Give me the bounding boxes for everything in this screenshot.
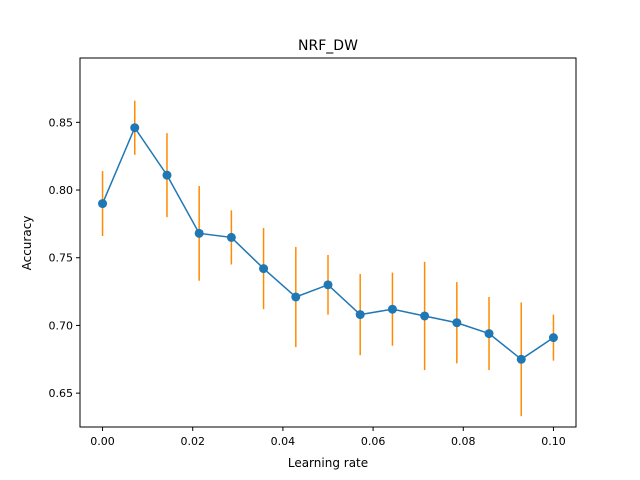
plot-layer [98,100,558,417]
data-point [484,329,494,339]
data-point [548,333,558,343]
y-tick-label: 0.65 [49,387,74,400]
x-axis-label: Learning rate [288,456,368,470]
data-point [291,292,301,302]
data-point [355,310,365,320]
data-point [98,199,108,209]
y-tick-label: 0.80 [49,184,74,197]
y-tick-label: 0.85 [49,116,74,129]
data-point [387,304,397,314]
x-tick-label: 0.08 [451,435,476,448]
x-tick-label: 0.00 [90,435,115,448]
chart-title: NRF_DW [298,38,358,54]
data-point [323,280,333,290]
x-tick-label: 0.04 [271,435,296,448]
x-tick-label: 0.06 [361,435,386,448]
y-tick-label: 0.70 [49,319,74,332]
y-tick-label: 0.75 [49,252,74,265]
data-point [516,354,526,364]
data-point [259,264,269,274]
data-point [162,170,172,180]
y-axis-label: Accuracy [20,216,34,271]
axes-frame [79,57,577,428]
data-point [194,228,204,238]
data-point [226,232,236,242]
data-point [452,318,462,328]
x-tick-label: 0.10 [541,435,566,448]
data-point [130,123,140,133]
x-tick-label: 0.02 [180,435,205,448]
ticks-layer: 0.00 0.02 0.04 0.06 0.08 0.10 0.65 0.70 0.75 0.80… [49,116,566,448]
data-point [420,311,430,321]
